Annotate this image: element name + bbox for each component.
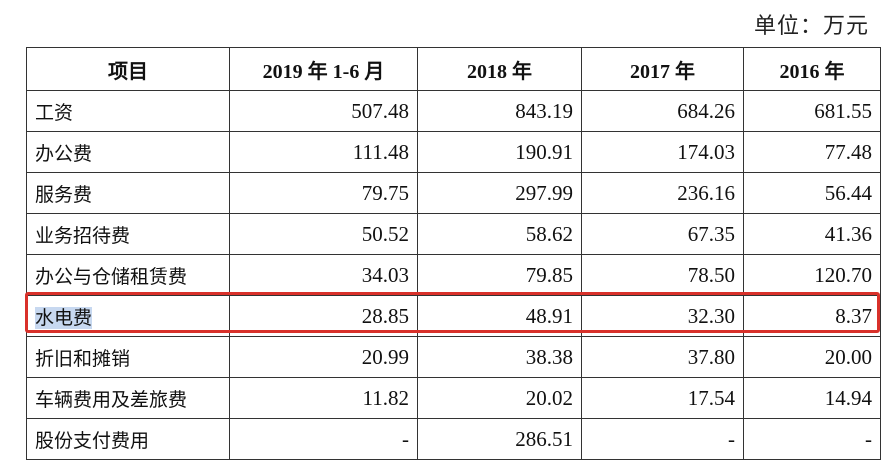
table-row: 工资 507.48 843.19 684.26 681.55 [26, 90, 881, 132]
cell-value: - [229, 418, 418, 460]
cell-value: 32.30 [581, 295, 744, 337]
cell-value: 174.03 [581, 131, 744, 173]
header-2018: 2018 年 [417, 47, 582, 91]
cell-value: 77.48 [743, 131, 881, 173]
table-row: 业务招待费 50.52 58.62 67.35 41.36 [26, 213, 881, 255]
table-row-highlighted: 水电费 28.85 48.91 32.30 8.37 [26, 295, 881, 337]
row-label: 工资 [26, 90, 230, 132]
table-row: 折旧和摊销 20.99 38.38 37.80 20.00 [26, 336, 881, 378]
cell-value: 56.44 [743, 172, 881, 214]
header-2016: 2016 年 [743, 47, 881, 91]
cell-value: 14.94 [743, 377, 881, 419]
row-label: 折旧和摊销 [26, 336, 230, 378]
unit-label: 单位：万元 [753, 14, 869, 39]
cell-value: 38.38 [417, 336, 582, 378]
table-header-row: 项目 2019 年 1-6 月 2018 年 2017 年 2016 年 [26, 47, 881, 91]
table-row: 办公与仓储租赁费 34.03 79.85 78.50 120.70 [26, 254, 881, 296]
row-label: 车辆费用及差旅费 [26, 377, 230, 419]
cell-value: 11.82 [229, 377, 418, 419]
cell-value: 79.75 [229, 172, 418, 214]
cell-value: 41.36 [743, 213, 881, 255]
cell-value: 34.03 [229, 254, 418, 296]
cell-value: 58.62 [417, 213, 582, 255]
row-label: 服务费 [26, 172, 230, 214]
expense-table: 项目 2019 年 1-6 月 2018 年 2017 年 2016 年 工资 … [26, 47, 881, 460]
cell-value: 297.99 [417, 172, 582, 214]
cell-value: 79.85 [417, 254, 582, 296]
cell-value: 78.50 [581, 254, 744, 296]
cell-value: 681.55 [743, 90, 881, 132]
row-label: 股份支付费用 [26, 418, 230, 460]
header-2019h1: 2019 年 1-6 月 [229, 47, 418, 91]
cell-value: 507.48 [229, 90, 418, 132]
header-2017: 2017 年 [581, 47, 744, 91]
cell-value: - [581, 418, 744, 460]
cell-value: 20.02 [417, 377, 582, 419]
cell-value: 17.54 [581, 377, 744, 419]
row-label: 办公费 [26, 131, 230, 173]
cell-value: - [743, 418, 881, 460]
cell-value: 20.00 [743, 336, 881, 378]
cell-value: 48.91 [417, 295, 582, 337]
cell-value: 8.37 [743, 295, 881, 337]
cell-value: 190.91 [417, 131, 582, 173]
cell-value: 20.99 [229, 336, 418, 378]
cell-value: 28.85 [229, 295, 418, 337]
row-label: 办公与仓储租赁费 [26, 254, 230, 296]
cell-value: 111.48 [229, 131, 418, 173]
cell-value: 50.52 [229, 213, 418, 255]
cell-value: 37.80 [581, 336, 744, 378]
cell-value: 843.19 [417, 90, 582, 132]
row-label: 业务招待费 [26, 213, 230, 255]
cell-value: 120.70 [743, 254, 881, 296]
cell-value: 286.51 [417, 418, 582, 460]
cell-value: 684.26 [581, 90, 744, 132]
cell-value: 67.35 [581, 213, 744, 255]
header-item: 项目 [26, 47, 230, 91]
table-row: 车辆费用及差旅费 11.82 20.02 17.54 14.94 [26, 377, 881, 419]
table-row: 办公费 111.48 190.91 174.03 77.48 [26, 131, 881, 173]
table-row: 股份支付费用 - 286.51 - - [26, 418, 881, 460]
selected-text[interactable]: 水电费 [35, 306, 93, 329]
cell-value: 236.16 [581, 172, 744, 214]
table-row: 服务费 79.75 297.99 236.16 56.44 [26, 172, 881, 214]
row-label-selected[interactable]: 水电费 [26, 295, 230, 337]
